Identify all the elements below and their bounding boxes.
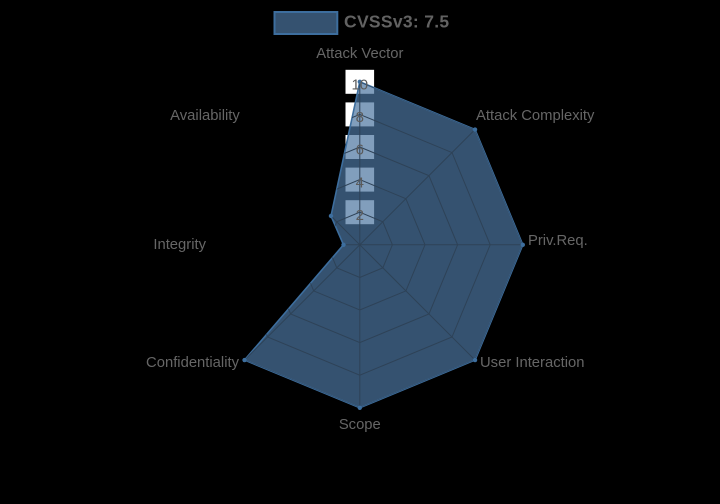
svg-text:8: 8 [356,109,364,126]
svg-text:6: 6 [356,142,364,159]
svg-text:User Interaction: User Interaction [480,355,584,371]
svg-text:CVSSv3: 7.5: CVSSv3: 7.5 [344,12,449,32]
svg-text:Priv.Req.: Priv.Req. [528,233,588,249]
svg-text:Integrity: Integrity [153,237,206,253]
svg-text:Scope: Scope [339,417,381,433]
svg-text:4: 4 [356,174,364,191]
svg-text:2: 2 [356,207,364,224]
svg-text:10: 10 [351,77,368,94]
svg-text:Attack Complexity: Attack Complexity [476,108,595,124]
svg-text:Attack Vector: Attack Vector [316,46,403,62]
svg-text:Availability: Availability [170,108,240,124]
svg-text:Confidentiality: Confidentiality [146,355,240,371]
